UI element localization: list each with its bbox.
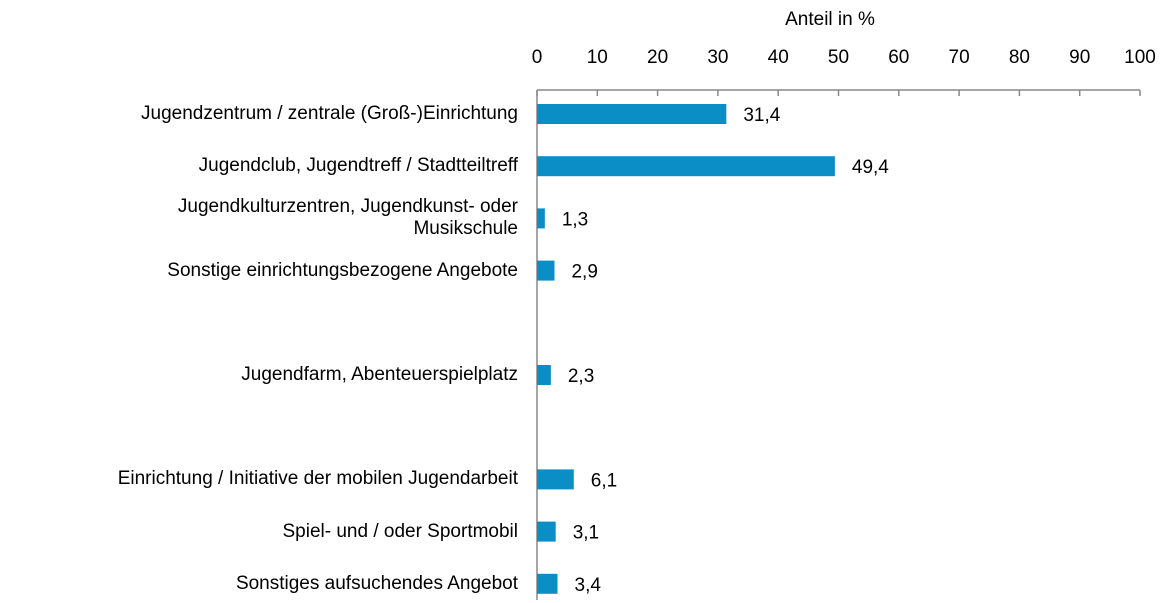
data-label: 3,4 <box>575 575 602 596</box>
bar <box>537 260 555 281</box>
data-label: 2,9 <box>571 262 597 283</box>
y-tick-label: Jugendkulturzentren, Jugendkunst- oder M… <box>177 196 518 240</box>
x-tick-label: 30 <box>707 47 728 68</box>
data-label: 1,3 <box>562 209 588 230</box>
x-tick-label: 20 <box>647 47 668 68</box>
data-label: 2,3 <box>568 366 594 387</box>
y-tick-label: Sonstiges aufsuchendes Angebot <box>235 572 518 594</box>
data-label: 3,1 <box>573 523 599 544</box>
axis-title: Anteil in % <box>785 9 875 30</box>
bar <box>537 365 551 385</box>
bar <box>537 104 727 124</box>
x-tick-label: 40 <box>768 47 789 68</box>
x-tick-label: 100 <box>1124 47 1156 68</box>
data-label: 49,4 <box>852 157 889 178</box>
y-tick-label: Sonstige einrichtungsbezogene Angebote <box>167 259 518 281</box>
x-tick-label: 0 <box>532 47 543 68</box>
data-label: 31,4 <box>743 105 780 126</box>
x-tick-label: 70 <box>949 47 970 68</box>
y-tick-label: Jugendclub, Jugendtreff / Stadtteiltreff <box>198 155 518 177</box>
x-tick-label: 80 <box>1009 47 1030 68</box>
y-tick-label: Einrichtung / Initiative der mobilen Jug… <box>117 468 518 490</box>
bar <box>537 156 835 177</box>
bar <box>537 521 556 542</box>
bar <box>537 469 574 490</box>
x-tick-label: 50 <box>828 47 849 68</box>
x-tick-label: 60 <box>888 47 909 68</box>
y-tick-label: Jugendfarm, Abenteuerspielplatz <box>241 364 518 385</box>
x-tick-label: 90 <box>1069 47 1090 68</box>
y-tick-label: Jugendzentrum / zentrale (Groß-)Einricht… <box>141 103 518 124</box>
data-label: 6,1 <box>591 470 617 491</box>
y-tick-label: Spiel- und / oder Sportmobil <box>282 520 518 542</box>
bar <box>537 208 545 229</box>
bar <box>537 573 558 594</box>
x-tick-label: 10 <box>587 47 608 68</box>
